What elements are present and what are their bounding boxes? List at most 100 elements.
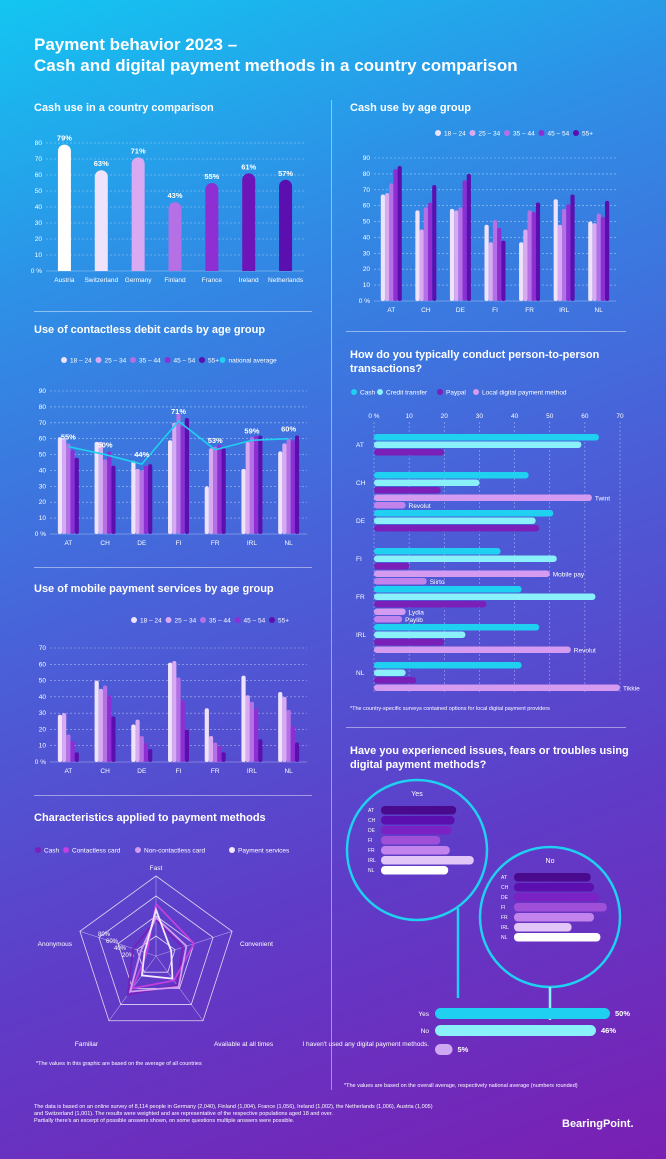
bar <box>374 639 445 646</box>
bar <box>66 443 71 534</box>
brand-logo: BearingPoint. <box>562 1118 634 1130</box>
bar <box>258 435 263 534</box>
legend-marker <box>95 357 102 363</box>
bubble-label: No <box>546 858 555 865</box>
bar <box>592 223 597 301</box>
legend-marker <box>35 847 41 853</box>
bar <box>241 468 246 534</box>
x-tick-label: FI <box>492 307 498 314</box>
y-tick-label: 60 <box>35 172 43 179</box>
divider <box>34 311 312 312</box>
y-tick-label: 40 <box>39 467 47 474</box>
data-label: 55% <box>204 172 219 181</box>
legend-label: 25 – 34 <box>175 618 197 625</box>
bar <box>111 465 116 534</box>
y-tick-label: 10 <box>39 515 47 522</box>
legend-label: 35 – 44 <box>513 131 535 138</box>
legend-marker <box>435 130 441 136</box>
legend-marker <box>61 357 67 363</box>
chart-title: Use of contactless debit cards by age gr… <box>34 324 266 336</box>
bar <box>374 677 417 684</box>
y-tick-label: Yes <box>418 1011 429 1018</box>
bar <box>381 856 474 865</box>
radar-section: Characteristics applied to payment metho… <box>34 812 266 824</box>
legend-marker <box>229 847 235 853</box>
chart-title: Cash use in a country comparison <box>34 102 214 114</box>
bar <box>217 445 222 534</box>
x-tick-label: 0 % <box>368 413 379 420</box>
y-tick-label: 0 % <box>35 531 46 538</box>
ring-label: 80% <box>98 932 111 938</box>
bar <box>374 662 522 669</box>
divider <box>346 331 626 332</box>
p2p-chart: Cash Credit transfer Paypal Local digital p… <box>351 389 640 693</box>
legend-marker <box>234 617 241 623</box>
bar <box>435 1025 596 1036</box>
bar <box>374 570 550 577</box>
y-tick-label: No <box>421 1028 430 1035</box>
data-label: 71% <box>171 407 186 416</box>
bar <box>374 525 540 532</box>
bar <box>102 459 108 534</box>
bar <box>245 695 250 762</box>
y-tick-label: CH <box>368 818 376 824</box>
x-tick-label: DE <box>456 307 466 314</box>
y-tick-label: FI <box>501 905 505 911</box>
bar <box>566 204 571 301</box>
issues-note: *The values are based on the overall ave… <box>344 1083 578 1089</box>
bar <box>172 661 177 762</box>
y-tick-label: 80 <box>39 404 47 411</box>
bar <box>501 240 506 301</box>
bar-label: Paylib <box>405 617 423 624</box>
bar <box>180 700 185 762</box>
bar <box>290 726 295 762</box>
bar <box>374 517 536 524</box>
bar <box>514 893 599 902</box>
x-tick-label: AT <box>64 540 72 547</box>
radar-note: *The values in this graphic are based on… <box>36 1061 202 1067</box>
bar <box>397 165 402 301</box>
legend-label: Contactless card <box>72 848 121 855</box>
contactless-section: Use of contactless debit cards by age gr… <box>34 324 265 336</box>
bar <box>458 207 463 301</box>
bar <box>111 716 116 762</box>
bar <box>374 510 554 517</box>
bar <box>588 221 593 301</box>
chart-title: Have you experienced issues, fears or tr… <box>350 745 629 771</box>
footer-line: The data is based on an online survey of… <box>34 1104 433 1110</box>
data-label: 60% <box>281 425 296 434</box>
axis-label: Familiar <box>75 1041 99 1048</box>
legend-marker <box>504 130 510 136</box>
chart-title: Characteristics applied to payment metho… <box>34 812 266 824</box>
bar <box>168 662 173 762</box>
bar <box>374 593 596 600</box>
x-tick-label: 60 <box>581 413 589 420</box>
x-tick-label: FI <box>176 768 182 775</box>
title-line-2: Cash and digital payment methods in a co… <box>34 56 518 75</box>
bar <box>278 691 283 762</box>
y-tick-label: AT <box>368 808 374 814</box>
bar <box>535 202 541 301</box>
legend-label: 45 – 54 <box>174 358 196 365</box>
bar <box>374 601 487 608</box>
bubble-label: Yes <box>411 791 423 798</box>
bar <box>131 157 145 271</box>
bar-label: Tikkie <box>623 686 640 693</box>
data-label: 53% <box>208 436 223 445</box>
bar <box>381 826 452 835</box>
bar <box>374 616 403 623</box>
legend-label: Cash <box>360 390 376 397</box>
x-tick-label: Austria <box>54 277 75 284</box>
y-tick-label: 30 <box>363 250 371 257</box>
radar-chart: Cash Contactless card Non-contactless card… <box>35 847 290 1048</box>
x-tick-label: CH <box>100 768 110 775</box>
radar-ring <box>79 875 233 1022</box>
bar <box>454 210 459 301</box>
x-tick-label: DE <box>137 768 147 775</box>
bar <box>374 502 406 509</box>
y-tick-label: FR <box>368 848 375 854</box>
legend-marker <box>165 617 172 623</box>
bar <box>107 695 112 762</box>
bar <box>208 448 214 534</box>
bar <box>184 729 189 762</box>
